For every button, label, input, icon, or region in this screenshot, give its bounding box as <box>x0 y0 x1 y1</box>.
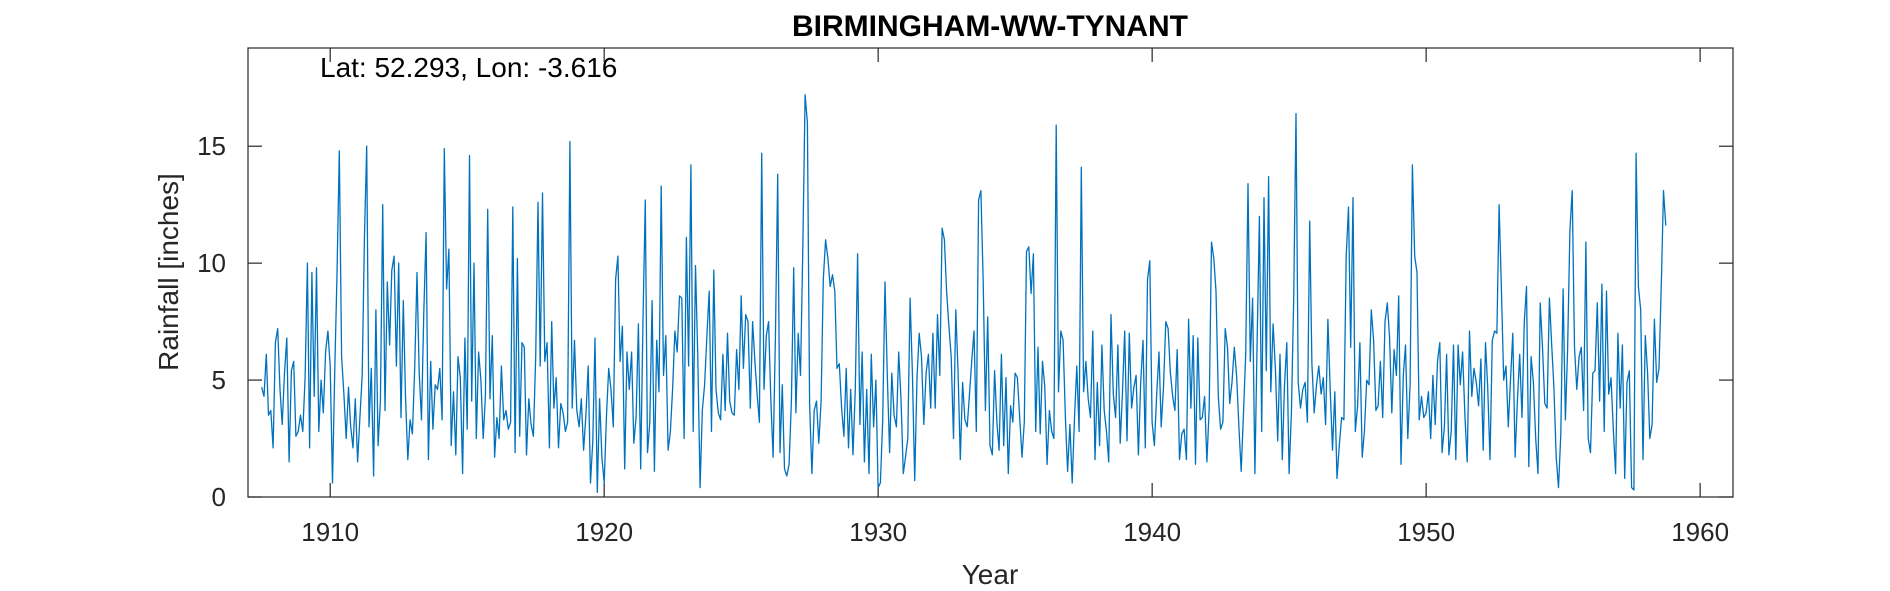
x-axis: 1910 1920 1930 1940 1950 1960 <box>301 48 1729 547</box>
x-tick-label: 1920 <box>575 517 633 547</box>
y-tick-label: 5 <box>212 365 226 395</box>
x-tick-label: 1910 <box>301 517 359 547</box>
x-axis-label: Year <box>962 559 1019 590</box>
chart-title: BIRMINGHAM-WW-TYNANT <box>792 10 1188 43</box>
y-tick-label: 15 <box>197 131 226 161</box>
y-axis-label: Rainfall [inches] <box>153 173 184 371</box>
x-tick-label: 1960 <box>1671 517 1729 547</box>
x-tick-label: 1950 <box>1397 517 1455 547</box>
y-tick-label: 0 <box>212 482 226 512</box>
x-tick-label: 1930 <box>849 517 907 547</box>
x-tick-label: 1940 <box>1123 517 1181 547</box>
rainfall-series-line <box>261 94 1667 493</box>
y-tick-label: 10 <box>197 248 226 278</box>
axes-box <box>247 47 1734 498</box>
station-coordinates-annotation: Lat: 52.293, Lon: -3.616 <box>320 52 617 83</box>
y-axis: 0 5 10 15 <box>197 131 1733 512</box>
plot-area <box>247 47 1734 498</box>
